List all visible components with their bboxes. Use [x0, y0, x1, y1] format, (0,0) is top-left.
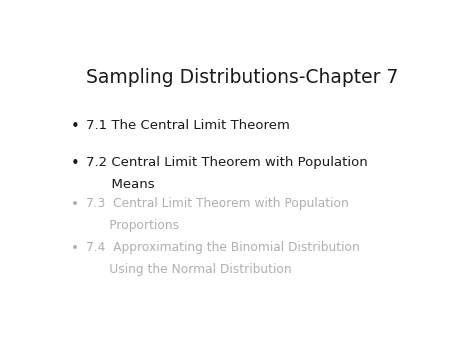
Text: 7.1 The Central Limit Theorem: 7.1 The Central Limit Theorem [86, 119, 290, 131]
Text: 7.3  Central Limit Theorem with Population: 7.3 Central Limit Theorem with Populatio… [86, 197, 349, 210]
Text: 7.2 Central Limit Theorem with Population: 7.2 Central Limit Theorem with Populatio… [86, 156, 368, 169]
Text: Using the Normal Distribution: Using the Normal Distribution [86, 263, 292, 276]
Text: Sampling Distributions-Chapter 7: Sampling Distributions-Chapter 7 [86, 68, 398, 87]
Text: •: • [71, 119, 80, 134]
Text: •: • [72, 197, 80, 211]
Text: •: • [72, 241, 80, 255]
Text: 7.4  Approximating the Binomial Distribution: 7.4 Approximating the Binomial Distribut… [86, 241, 360, 254]
Text: Proportions: Proportions [86, 219, 179, 232]
Text: Means: Means [86, 178, 154, 192]
Text: •: • [71, 156, 80, 171]
